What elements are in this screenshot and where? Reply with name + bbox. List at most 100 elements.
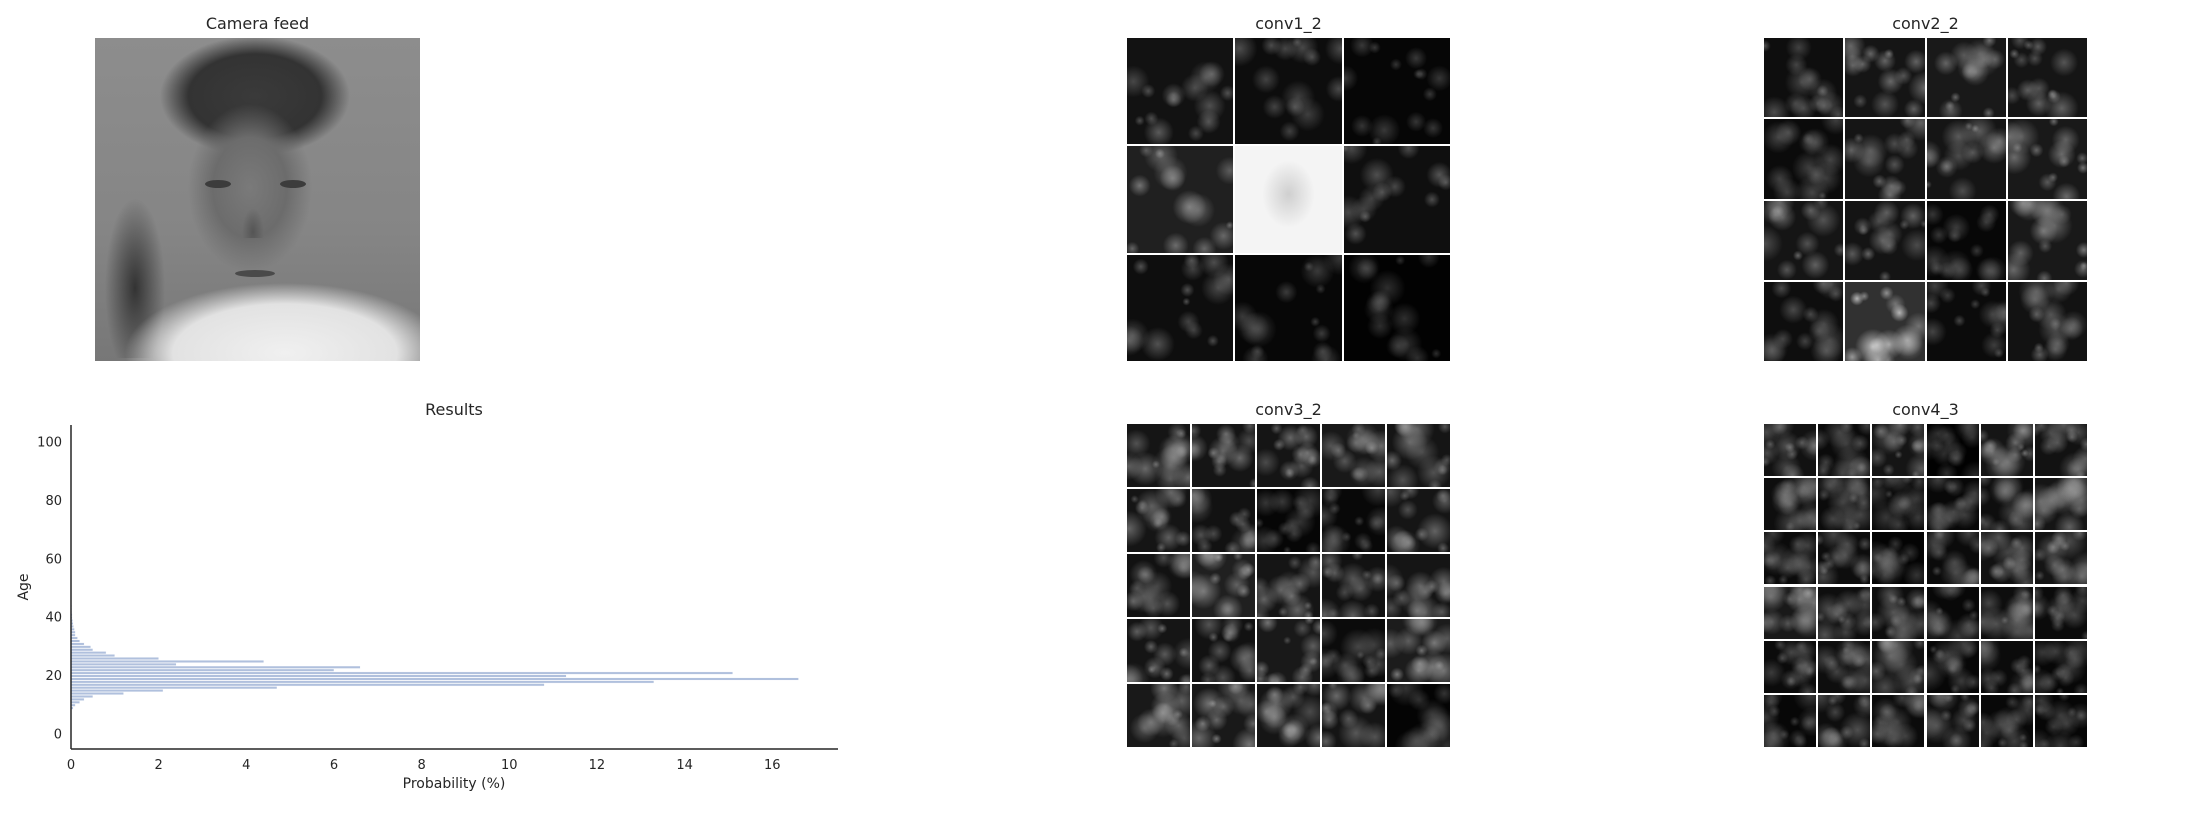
y-axis-label: Age (16, 573, 32, 600)
feature-map-tile (1872, 478, 1924, 530)
feature-map-tile (1981, 424, 2033, 476)
bar-age-32 (71, 640, 80, 642)
feature-map-tile (1818, 695, 1870, 747)
feature-map-tile (1235, 146, 1341, 252)
bar-age-16 (71, 686, 277, 688)
bar-age-18 (71, 681, 654, 683)
conv3-title: conv3_2 (1127, 400, 1450, 419)
feature-map-tile (1818, 587, 1870, 639)
feature-map-tile (1257, 684, 1320, 747)
feature-map-tile (1235, 38, 1341, 144)
feature-map-tile (1927, 424, 1979, 476)
feature-map-tile (1845, 282, 1924, 361)
feature-map-tile (1981, 695, 2033, 747)
feature-map-tile (1257, 554, 1320, 617)
feature-map-tile (1764, 478, 1816, 530)
feature-map-tile (1927, 532, 1979, 584)
feature-map-tile (1927, 38, 2006, 117)
conv1-feature-map-grid (1127, 38, 1450, 361)
y-tick-label: 20 (45, 669, 62, 684)
feature-map-tile (1872, 641, 1924, 693)
bar-age-30 (71, 646, 91, 648)
feature-map-tile (1387, 489, 1450, 552)
feature-map-tile (2008, 201, 2087, 280)
y-tick-label: 100 (37, 436, 62, 451)
feature-map-tile (1344, 255, 1450, 361)
bar-age-26 (71, 657, 159, 659)
bar-age-28 (71, 651, 106, 653)
bar-age-19 (71, 678, 799, 680)
feature-map-tile (2008, 282, 2087, 361)
feature-map-tile (1387, 684, 1450, 747)
conv2-feature-map-grid (1764, 38, 2087, 361)
feature-map-tile (1927, 641, 1979, 693)
conv4-feature-map-grid (1764, 424, 2087, 747)
camera-feed-title: Camera feed (95, 14, 420, 33)
x-tick-label: 6 (330, 758, 338, 773)
feature-map-tile (1127, 554, 1190, 617)
feature-map-tile (1845, 201, 1924, 280)
feature-map-tile (1872, 424, 1924, 476)
feature-map-tile (1872, 587, 1924, 639)
bar-age-20 (71, 675, 566, 677)
feature-map-tile (1764, 424, 1816, 476)
conv3-feature-map-grid (1127, 424, 1450, 747)
feature-map-tile (2035, 532, 2087, 584)
feature-map-tile (1927, 587, 1979, 639)
x-tick-label: 14 (676, 758, 693, 773)
feature-map-tile (1192, 554, 1255, 617)
x-tick-label: 10 (501, 758, 518, 773)
feature-map-tile (1387, 619, 1450, 682)
feature-map-tile (1127, 146, 1233, 252)
feature-map-tile (1257, 619, 1320, 682)
bar-age-21 (71, 672, 733, 674)
feature-map-tile (1127, 619, 1190, 682)
y-tick-label: 80 (45, 494, 62, 509)
feature-map-tile (1127, 255, 1233, 361)
feature-map-tile (1981, 587, 2033, 639)
conv4-title: conv4_3 (1764, 400, 2087, 419)
feature-map-tile (1845, 38, 1924, 117)
feature-map-tile (1192, 489, 1255, 552)
feature-map-tile (1764, 38, 1843, 117)
feature-map-tile (1127, 489, 1190, 552)
feature-map-tile (1764, 282, 1843, 361)
bar-age-29 (71, 649, 93, 651)
feature-map-tile (1127, 38, 1233, 144)
bar-age-14 (71, 692, 124, 694)
feature-map-tile (1387, 554, 1450, 617)
feature-map-tile (1981, 641, 2033, 693)
feature-map-tile (1927, 119, 2006, 198)
feature-map-tile (1192, 619, 1255, 682)
bar-age-15 (71, 689, 163, 691)
feature-map-tile (1257, 489, 1320, 552)
feature-map-tile (1322, 489, 1385, 552)
feature-map-tile (1927, 695, 1979, 747)
camera-feed-image (95, 38, 420, 361)
feature-map-tile (2035, 424, 2087, 476)
y-tick-label: 40 (45, 611, 62, 626)
feature-map-tile (1818, 532, 1870, 584)
feature-map-tile (1872, 532, 1924, 584)
y-tick-label: 0 (54, 727, 62, 742)
feature-map-tile (1344, 146, 1450, 252)
feature-map-tile (1257, 424, 1320, 487)
x-tick-label: 8 (417, 758, 425, 773)
bar-age-25 (71, 660, 264, 662)
conv1-title: conv1_2 (1127, 14, 1450, 33)
feature-map-tile (1127, 684, 1190, 747)
feature-map-tile (2008, 119, 2087, 198)
bar-age-17 (71, 684, 544, 686)
feature-map-tile (1127, 424, 1190, 487)
bar-age-12 (71, 698, 84, 700)
x-tick-label: 16 (764, 758, 781, 773)
feature-map-tile (1927, 478, 1979, 530)
feature-map-tile (1235, 255, 1341, 361)
x-tick-label: 2 (155, 758, 163, 773)
feature-map-tile (1818, 478, 1870, 530)
bar-age-23 (71, 666, 360, 668)
feature-map-tile (2035, 641, 2087, 693)
feature-map-tile (1927, 201, 2006, 280)
feature-map-tile (1764, 201, 1843, 280)
